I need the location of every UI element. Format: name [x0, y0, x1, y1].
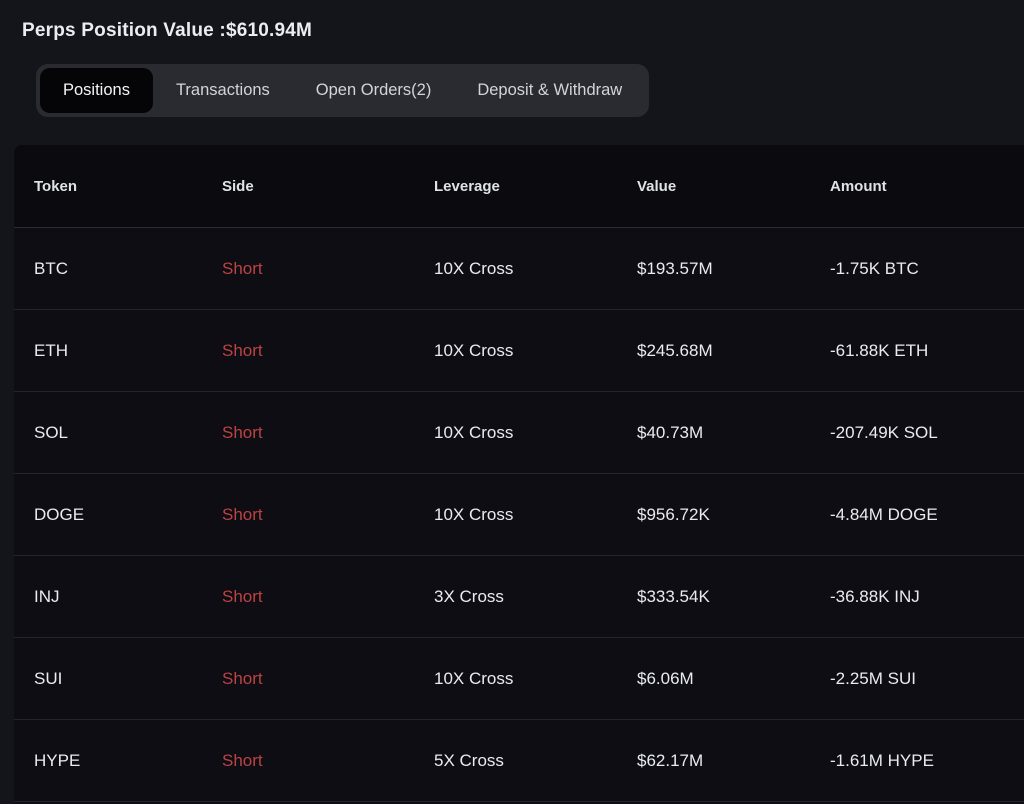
table-row: ETH Short 10X Cross $245.68M -61.88K ETH — [14, 310, 1024, 392]
value-cell: $40.73M — [637, 422, 704, 442]
leverage-cell: 10X Cross — [434, 258, 514, 278]
column-header-side: Side — [222, 177, 254, 195]
token-cell: DOGE — [34, 504, 85, 524]
value-cell: $333.54K — [637, 586, 710, 606]
amount-cell: -207.49K SOL — [830, 422, 938, 442]
table-row: HYPE Short 5X Cross $62.17M -1.61M HYPE — [14, 720, 1024, 802]
tab-transactions[interactable]: Transactions — [175, 81, 270, 99]
amount-cell: -2.25M SUI — [830, 668, 916, 688]
table-body: BTC Short 10X Cross $193.57M -1.75K BTC … — [14, 228, 1024, 802]
leverage-cell: 3X Cross — [434, 586, 504, 606]
side-cell: Short — [222, 422, 263, 442]
table-row: SUI Short 10X Cross $6.06M -2.25M SUI — [14, 638, 1024, 720]
token-cell: SOL — [34, 422, 69, 442]
column-header-amount: Amount — [830, 177, 887, 195]
page-title: Perps Position Value :$610.94M — [22, 20, 313, 41]
leverage-cell: 10X Cross — [434, 504, 514, 524]
table-row: INJ Short 3X Cross $333.54K -36.88K INJ — [14, 556, 1024, 638]
tabbar: Positions Transactions Open Orders(2) De… — [36, 64, 650, 117]
table-header-row: Token Side Leverage Value Amount — [14, 145, 1024, 228]
side-cell: Short — [222, 750, 263, 770]
leverage-cell: 10X Cross — [434, 340, 514, 360]
tab-positions[interactable]: Positions — [40, 68, 153, 113]
column-header-token: Token — [34, 177, 78, 195]
value-cell: $956.72K — [637, 504, 710, 524]
token-cell: BTC — [34, 258, 68, 278]
token-cell: SUI — [34, 668, 63, 688]
token-cell: INJ — [34, 586, 60, 606]
amount-cell: -36.88K INJ — [830, 586, 920, 606]
leverage-cell: 5X Cross — [434, 750, 504, 770]
leverage-cell: 10X Cross — [434, 668, 514, 688]
side-cell: Short — [222, 258, 263, 278]
token-cell: HYPE — [34, 750, 81, 770]
amount-cell: -1.75K BTC — [830, 258, 919, 278]
value-cell: $193.57M — [637, 258, 713, 278]
value-cell: $245.68M — [637, 340, 713, 360]
value-cell: $62.17M — [637, 750, 704, 770]
side-cell: Short — [222, 586, 263, 606]
amount-cell: -4.84M DOGE — [830, 504, 938, 524]
side-cell: Short — [222, 668, 263, 688]
table-row: BTC Short 10X Cross $193.57M -1.75K BTC — [14, 228, 1024, 310]
side-cell: Short — [222, 504, 263, 524]
tab-deposit-withdraw[interactable]: Deposit & Withdraw — [477, 81, 623, 99]
column-header-value: Value — [637, 177, 677, 195]
token-cell: ETH — [34, 340, 68, 360]
amount-cell: -61.88K ETH — [830, 340, 929, 360]
column-header-leverage: Leverage — [434, 177, 500, 195]
amount-cell: -1.61M HYPE — [830, 750, 934, 770]
table-row: SOL Short 10X Cross $40.73M -207.49K SOL — [14, 392, 1024, 474]
leverage-cell: 10X Cross — [434, 422, 514, 442]
value-cell: $6.06M — [637, 668, 694, 688]
positions-table: Token Side Leverage Value Amount BTC Sho… — [14, 145, 1024, 804]
tab-open-orders[interactable]: Open Orders(2) — [315, 81, 432, 99]
table-row: DOGE Short 10X Cross $956.72K -4.84M DOG… — [14, 474, 1024, 556]
side-cell: Short — [222, 340, 263, 360]
